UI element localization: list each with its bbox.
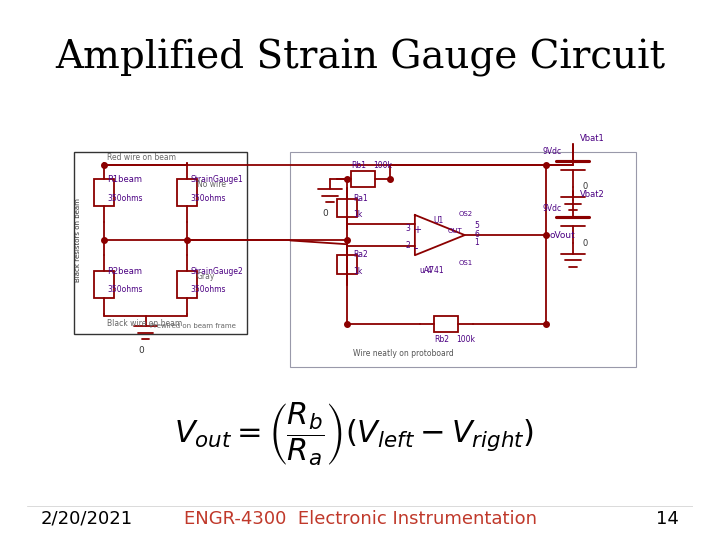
Text: R2beam: R2beam bbox=[107, 267, 143, 275]
Text: R1beam: R1beam bbox=[107, 175, 143, 184]
Text: No wire: No wire bbox=[197, 180, 226, 189]
Text: Gray: Gray bbox=[197, 272, 215, 281]
Text: Vbat2: Vbat2 bbox=[580, 190, 604, 199]
Text: uA741: uA741 bbox=[420, 266, 444, 274]
Text: 6: 6 bbox=[474, 230, 480, 239]
Text: Ra1: Ra1 bbox=[354, 194, 368, 203]
Text: 1k: 1k bbox=[354, 267, 363, 275]
Text: 2/20/2021: 2/20/2021 bbox=[41, 510, 133, 528]
Text: 0: 0 bbox=[322, 209, 328, 218]
Text: Red wire on beam: Red wire on beam bbox=[107, 153, 176, 161]
Text: U1: U1 bbox=[433, 215, 444, 225]
Text: +: + bbox=[413, 225, 421, 235]
Text: 100k: 100k bbox=[456, 335, 475, 345]
Bar bbox=[94, 271, 114, 298]
Text: Rb2: Rb2 bbox=[434, 335, 449, 345]
Text: OS2: OS2 bbox=[459, 211, 472, 217]
Text: 1: 1 bbox=[474, 238, 479, 247]
Text: Black resistors on beam: Black resistors on beam bbox=[75, 199, 81, 282]
Text: Vbat1: Vbat1 bbox=[580, 134, 604, 143]
Text: 0: 0 bbox=[582, 239, 588, 248]
Text: StrainGauge2: StrainGauge2 bbox=[190, 267, 243, 275]
Text: OS1: OS1 bbox=[459, 260, 473, 266]
Bar bbox=[351, 171, 375, 187]
Text: Amplified Strain Gauge Circuit: Amplified Strain Gauge Circuit bbox=[55, 39, 665, 77]
Text: 4: 4 bbox=[426, 266, 431, 274]
Bar bbox=[434, 316, 459, 332]
Bar bbox=[74, 152, 247, 334]
Text: 9Vdc: 9Vdc bbox=[543, 204, 562, 213]
Bar bbox=[94, 179, 114, 206]
Text: 100k: 100k bbox=[373, 161, 392, 170]
Text: 350ohms: 350ohms bbox=[190, 193, 226, 202]
Text: 2: 2 bbox=[405, 241, 410, 251]
Text: Black wire on beam: Black wire on beam bbox=[107, 319, 182, 328]
Text: 14: 14 bbox=[657, 510, 679, 528]
Bar bbox=[177, 179, 197, 206]
Text: Prewired on beam frame: Prewired on beam frame bbox=[150, 323, 236, 329]
Text: 0: 0 bbox=[139, 346, 145, 355]
Text: 3: 3 bbox=[405, 224, 410, 233]
Text: oVout: oVout bbox=[549, 231, 575, 240]
Text: Rb1: Rb1 bbox=[351, 161, 366, 170]
Text: 9Vdc: 9Vdc bbox=[543, 147, 562, 156]
Text: Wire neatly on protoboard: Wire neatly on protoboard bbox=[354, 349, 454, 358]
Text: ENGR-4300  Electronic Instrumentation: ENGR-4300 Electronic Instrumentation bbox=[184, 510, 536, 528]
Text: 350ohms: 350ohms bbox=[107, 193, 143, 202]
Text: -: - bbox=[413, 242, 418, 255]
Bar bbox=[337, 255, 356, 274]
Bar bbox=[290, 152, 636, 367]
Text: 350ohms: 350ohms bbox=[107, 285, 143, 294]
Text: $V_{out} = \left(\dfrac{R_b}{R_a}\right)(V_{left} - V_{right})$: $V_{out} = \left(\dfrac{R_b}{R_a}\right)… bbox=[174, 400, 534, 468]
Bar bbox=[337, 199, 356, 218]
Text: 350ohms: 350ohms bbox=[190, 285, 226, 294]
Text: StrainGauge1: StrainGauge1 bbox=[190, 175, 243, 184]
Text: 0: 0 bbox=[582, 182, 588, 191]
Text: 1k: 1k bbox=[354, 210, 363, 219]
Text: OUT: OUT bbox=[448, 228, 462, 234]
Text: Ra2: Ra2 bbox=[354, 251, 368, 259]
Text: 5: 5 bbox=[474, 221, 480, 230]
Bar bbox=[177, 271, 197, 298]
